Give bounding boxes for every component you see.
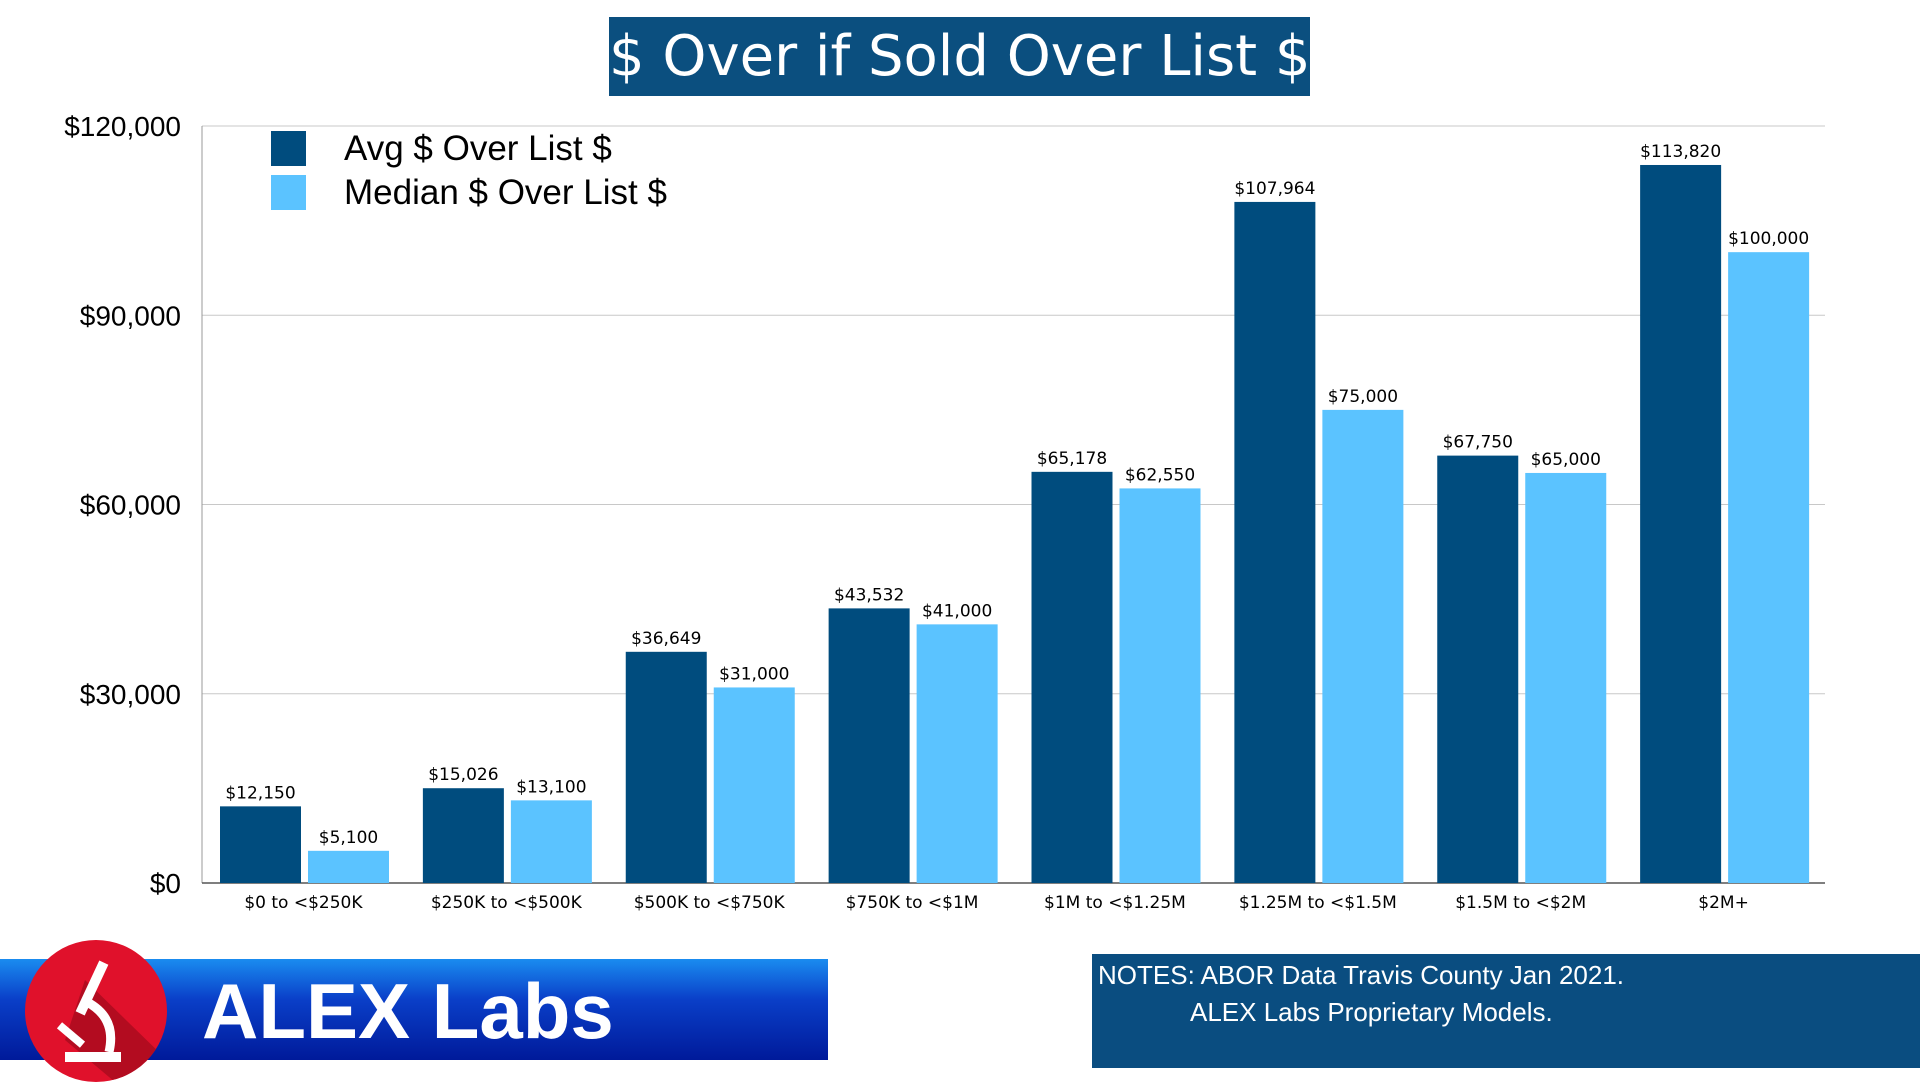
bar-avg	[828, 608, 910, 883]
bar-median	[510, 800, 592, 883]
data-label: $31,000	[719, 664, 789, 684]
data-label: $113,820	[1640, 142, 1721, 162]
bar-avg	[220, 806, 301, 883]
y-tick-label: $120,000	[64, 111, 181, 142]
bar-avg	[1640, 164, 1722, 884]
logo-text: ALEX Labs	[202, 967, 614, 1055]
x-tick-label: $2M+	[1698, 893, 1749, 913]
legend-label: Median $ Over List $	[344, 173, 667, 212]
y-tick-label: $0	[150, 868, 181, 899]
data-label: $75,000	[1328, 387, 1398, 407]
x-tick-label: $0 to <$250K	[244, 893, 363, 913]
x-tick-label: $1.25M to <$1.5M	[1239, 893, 1397, 913]
bar-avg	[1234, 201, 1316, 883]
bar-median	[1119, 488, 1201, 883]
notes-box: NOTES: ABOR Data Travis County Jan 2021.…	[1092, 954, 1920, 1068]
bar-avg	[422, 788, 504, 883]
x-tick-label: $1M to <$1.25M	[1044, 893, 1186, 913]
bar-avg	[1437, 455, 1519, 883]
y-tick-label: $30,000	[80, 679, 181, 710]
bar-avg	[625, 651, 707, 883]
data-label: $65,000	[1531, 450, 1601, 470]
notes-line-2: ALEX Labs Proprietary Models.	[1190, 997, 1553, 1027]
x-tick-label: $750K to <$1M	[846, 893, 979, 913]
x-tick-label: $1.5M to <$2M	[1455, 893, 1586, 913]
data-label: $65,178	[1037, 449, 1107, 469]
bar-median	[713, 687, 795, 883]
data-label: $13,100	[516, 777, 586, 797]
data-label: $12,150	[225, 783, 295, 803]
data-label: $15,026	[428, 765, 498, 785]
bar-chart: $0 $30,000 $60,000 $90,000 $120,000 $12,150 $5…	[64, 111, 1825, 913]
bar-avg	[1031, 471, 1113, 883]
chart-title: $ Over if Sold Over List $	[609, 17, 1311, 96]
bar-median	[1322, 409, 1404, 883]
x-tick-label: $250K to <$500K	[431, 893, 583, 913]
data-label: $107,964	[1234, 179, 1315, 199]
data-label: $62,550	[1125, 465, 1195, 485]
y-tick-label: $90,000	[80, 300, 181, 331]
data-label: $36,649	[631, 629, 701, 649]
bar-median	[308, 850, 389, 883]
bar-median	[1525, 472, 1607, 883]
legend-label: Avg $ Over List $	[344, 129, 612, 168]
bar-median	[1728, 252, 1810, 883]
data-label: $100,000	[1728, 229, 1809, 249]
legend-swatch	[271, 131, 306, 166]
data-label: $41,000	[922, 601, 992, 621]
data-label: $67,750	[1443, 433, 1513, 453]
microscope-icon	[25, 940, 167, 1082]
notes-line-1: NOTES: ABOR Data Travis County Jan 2021.	[1098, 960, 1625, 990]
data-label: $5,100	[319, 828, 378, 848]
legend-swatch	[271, 175, 306, 210]
x-tick-label: $500K to <$750K	[634, 893, 786, 913]
bar-median	[916, 624, 998, 883]
data-label: $43,532	[834, 585, 904, 605]
y-tick-label: $60,000	[80, 490, 181, 521]
